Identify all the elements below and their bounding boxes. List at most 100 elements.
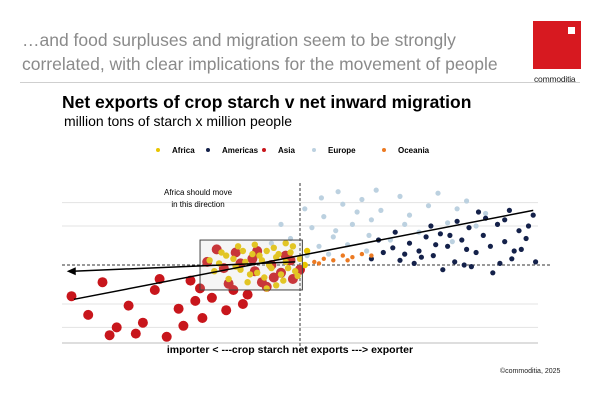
data-point-americas [416,248,422,254]
data-point-africa [275,250,282,258]
data-point-americas [392,229,398,235]
data-point-asia [230,247,241,258]
data-point-europe [445,220,451,226]
data-point-africa [223,252,230,259]
chart-overlay: Africa should move in this direction [66,188,534,301]
data-point-americas [437,231,443,237]
chart-grid [62,202,538,344]
data-point-africa [244,279,251,286]
legend-label-europe: Europe [328,146,356,155]
data-point-africa [270,244,277,251]
data-point-africa [206,257,213,264]
data-point-asia [83,309,94,320]
direction-arrow [72,261,296,272]
legend-marker-asia [262,148,266,152]
data-point-asia [237,299,248,309]
data-point-europe [268,240,274,246]
data-point-oceania [312,259,317,265]
data-point-asia [221,305,232,316]
data-point-africa [273,282,280,289]
data-point-europe [435,190,441,196]
data-point-europe [349,221,355,227]
data-point-africa [287,249,294,256]
data-point-europe [368,217,374,223]
data-point-asia [197,313,208,323]
data-point-africa [280,277,287,284]
data-point-africa [249,250,256,258]
data-point-americas [423,234,429,240]
data-point-africa [239,247,247,255]
annotation-line-2: in this direction [171,200,224,209]
data-point-africa [251,241,258,248]
data-point-americas [466,225,472,231]
data-point-americas [464,246,470,252]
data-point-americas [380,249,386,256]
data-point-asia [149,285,160,295]
chart-subtitle: million tons of starch x million people [64,113,292,129]
copyright: ©commoditia, 2025 [500,368,561,375]
data-point-africa [218,249,225,256]
header-divider [20,82,580,83]
data-point-americas [402,251,408,257]
data-point-americas [525,223,532,229]
data-point-oceania [331,258,336,263]
data-point-americas [397,257,403,263]
x-axis-label: importer < ---crop starch net exports --… [167,344,413,356]
data-point-asia [185,275,196,286]
data-point-africa [282,240,289,247]
data-point-africa [294,272,301,280]
data-point-americas [487,243,493,249]
data-point-africa [225,275,232,283]
data-point-asia [190,295,201,306]
data-point-europe [335,189,341,195]
data-point-americas [459,237,465,243]
chart-legend: Africa Americas Asia Europe Oceania [156,146,430,155]
data-point-americas [506,207,512,213]
data-point-americas [368,256,374,262]
data-point-africa [292,268,299,275]
data-point-africa [230,255,237,262]
data-point-europe [340,201,346,207]
data-point-europe [366,232,372,238]
trendline [73,209,534,301]
data-point-europe [333,228,339,234]
legend-marker-africa [156,148,160,152]
arrowhead-icon [66,267,76,276]
data-point-americas [447,232,453,238]
data-point-americas [452,259,458,265]
data-point-oceania [345,258,350,263]
data-point-americas [418,254,424,260]
data-point-africa [296,255,304,262]
data-point-asia [97,277,108,288]
logo-square-icon [568,27,575,34]
data-point-africa [301,261,308,269]
data-point-oceania [340,253,345,258]
data-point-asia [137,317,148,328]
data-point-asia [242,289,253,300]
data-point-africa [261,274,268,281]
data-point-americas [473,249,479,256]
data-point-asia [178,320,189,331]
data-point-africa [254,269,261,276]
data-point-americas [516,228,522,234]
data-point-asia [161,331,172,342]
scatter-chart: Africa Americas Asia Europe Oceania Africa s… [62,146,550,356]
data-point-americas [497,260,503,266]
chart-title: Net exports of crop starch v net inward … [62,92,472,112]
data-point-americas [509,256,515,262]
data-point-europe [316,243,322,249]
slide-headline: …and food surpluses and migration seem t… [22,30,498,74]
data-point-americas [518,246,524,252]
data-point-europe [402,221,408,227]
data-point-africa [263,247,270,255]
data-point-americas [502,217,508,223]
data-point-americas [533,259,539,265]
data-point-asia [206,292,217,303]
data-point-americas [454,218,460,224]
annotation-line-1: Africa should move [164,188,233,197]
data-point-americas [430,253,436,259]
data-point-europe [483,210,489,217]
data-point-americas [494,221,501,227]
legend-label-africa: Africa [172,146,195,155]
data-point-oceania [316,261,322,266]
